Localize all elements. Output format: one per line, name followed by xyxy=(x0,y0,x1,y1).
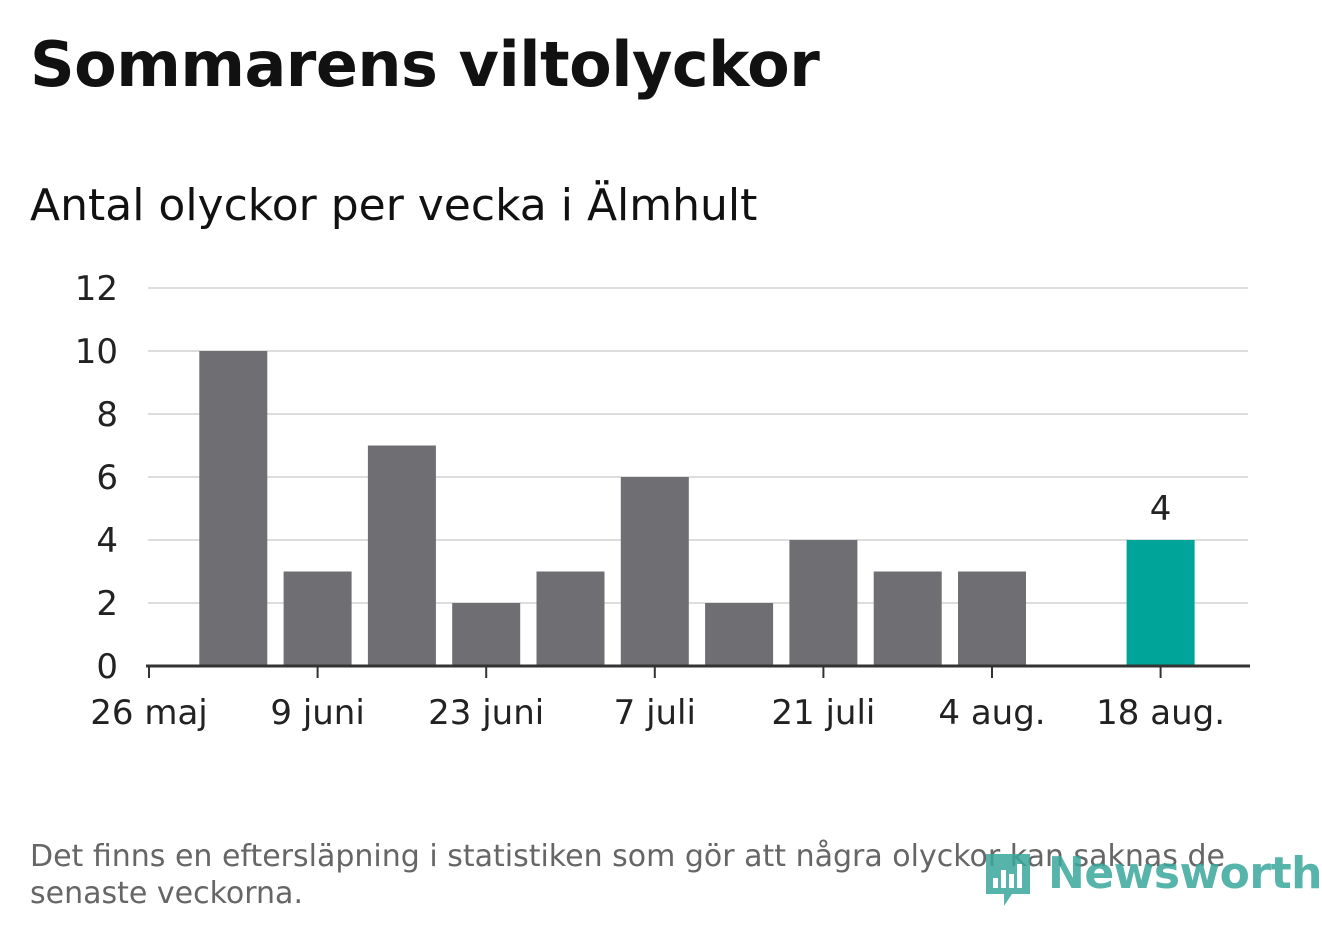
chart-subtitle: Antal olyckor per vecka i Älmhult xyxy=(30,180,758,231)
highlight-value-label: 4 xyxy=(1150,489,1172,529)
y-tick-label: 2 xyxy=(96,584,118,624)
y-tick-label: 10 xyxy=(75,332,118,372)
newsworthy-logo-text: Newsworthy xyxy=(1048,848,1322,899)
y-tick-label: 6 xyxy=(96,458,118,498)
bar xyxy=(789,540,858,666)
bar xyxy=(536,571,605,666)
bar xyxy=(452,603,521,666)
x-tick-label: 18 aug. xyxy=(1096,693,1225,733)
y-tick-label: 12 xyxy=(75,269,118,309)
bar xyxy=(367,445,436,666)
bar xyxy=(705,603,774,666)
x-axis-ticks: 26 maj 9 juni 23 juni 7 juli 21 juli 4 aug. 18… xyxy=(90,666,1225,733)
gridlines xyxy=(148,287,1248,604)
y-tick-label: 4 xyxy=(96,521,118,561)
bar xyxy=(199,351,268,666)
bar xyxy=(620,477,689,666)
x-tick-label: 4 aug. xyxy=(938,693,1045,733)
bars xyxy=(199,351,1195,666)
y-axis-ticks: 0 2 4 6 8 10 12 xyxy=(75,269,118,687)
x-tick-label: 7 juli xyxy=(614,693,696,733)
chart-title: Sommarens viltolyckor xyxy=(30,28,820,101)
bar-chart: 0 2 4 6 8 10 12 26 maj 9 juni 23 juni 7 juli 21 ju… xyxy=(75,269,1250,733)
newsworthy-logo-icon xyxy=(986,854,1030,906)
y-tick-label: 8 xyxy=(96,395,118,435)
bar xyxy=(873,571,942,666)
bar xyxy=(1126,540,1195,666)
x-tick-label: 26 maj xyxy=(90,693,207,733)
x-tick-label: 23 juni xyxy=(428,693,544,733)
bar xyxy=(958,571,1026,666)
newsworthy-logo: Newsworthy xyxy=(982,846,1322,916)
x-tick-label: 9 juni xyxy=(270,693,364,733)
y-tick-label: 0 xyxy=(96,647,118,687)
x-tick-label: 21 juli xyxy=(771,693,875,733)
data-labels: 4 xyxy=(1150,489,1172,529)
bar xyxy=(283,571,352,666)
